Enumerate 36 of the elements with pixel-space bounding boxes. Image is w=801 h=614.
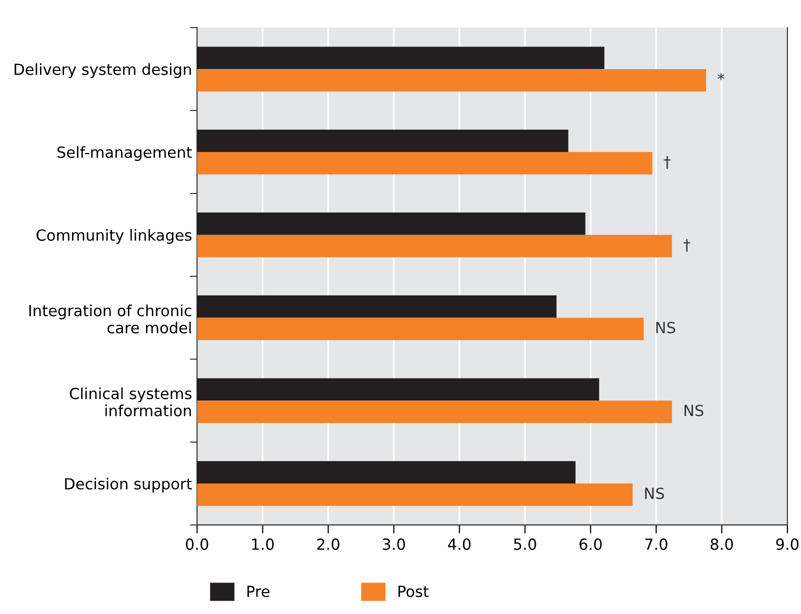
x-tick-label: 1.0 — [252, 538, 274, 550]
x-tick-label: 9.0 — [776, 538, 799, 550]
bar — [197, 295, 556, 318]
bar — [197, 234, 672, 258]
x-tick-label: 7.0 — [645, 538, 668, 550]
bar — [197, 152, 652, 174]
x-tick-label: 4.0 — [448, 538, 471, 550]
x-tick-label: 6.0 — [580, 538, 602, 550]
bar — [197, 46, 604, 70]
bar — [197, 318, 644, 340]
annotation: † — [683, 239, 690, 252]
y-tick-label: Clinical systems information — [70, 387, 192, 416]
annotation: NS — [684, 404, 704, 416]
bar — [197, 212, 586, 235]
bar — [197, 378, 600, 401]
bar — [197, 69, 706, 92]
y-tick-label: Integration of chronic care model — [29, 304, 192, 334]
x-tick-label: 0.0 — [186, 538, 208, 550]
bar — [197, 130, 568, 152]
bar — [197, 400, 672, 424]
y-tick-label: Decision support — [65, 478, 192, 493]
bar — [197, 461, 576, 484]
x-tick-label: 5.0 — [514, 538, 536, 550]
x-tick-label: 2.0 — [317, 538, 340, 550]
x-tick-label: 3.0 — [382, 538, 405, 550]
y-tick-label: Delivery system design — [14, 63, 191, 78]
annotation: NS — [645, 488, 664, 500]
annotation: NS — [656, 322, 676, 334]
annotation: † — [664, 156, 671, 169]
x-tick-label: 8.0 — [710, 538, 733, 550]
annotation: * — [718, 73, 724, 80]
bar — [197, 484, 633, 506]
y-tick-label: Community linkages — [36, 229, 192, 244]
y-tick-label: Self-management — [57, 146, 192, 161]
legend-label: Post — [398, 586, 429, 598]
legend-label: Pre — [247, 586, 270, 598]
